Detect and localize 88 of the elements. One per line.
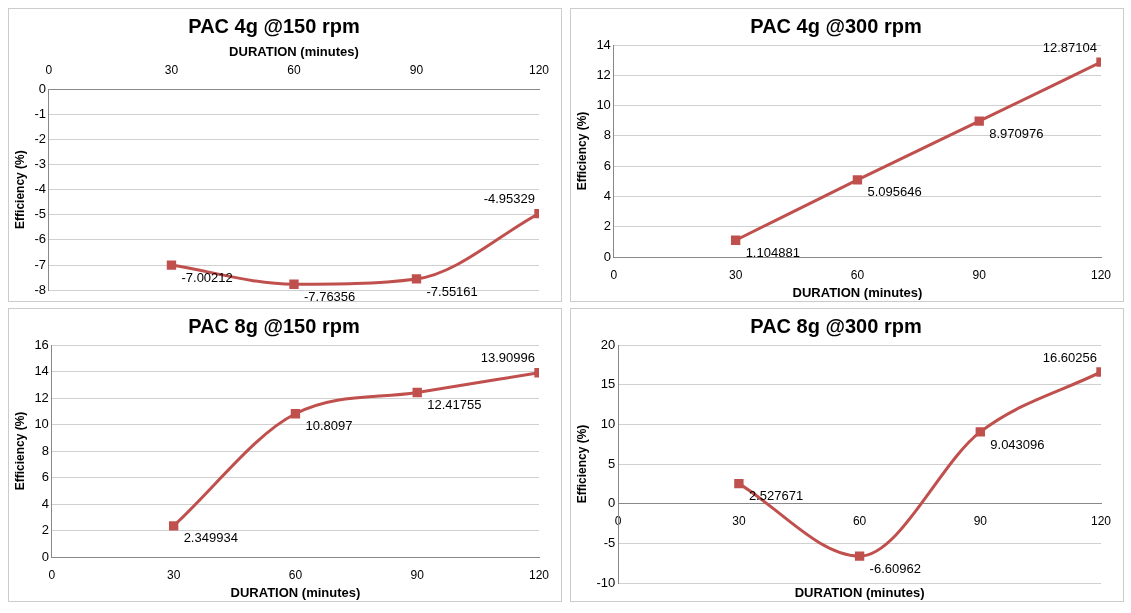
y-tick-label: -5 bbox=[34, 206, 46, 222]
data-label: 8.970976 bbox=[989, 125, 1044, 141]
y-tick-label: 16 bbox=[34, 336, 49, 352]
y-tick-label: -3 bbox=[34, 156, 46, 172]
y-tick-label: 0 bbox=[38, 80, 46, 96]
data-label: 12.41755 bbox=[427, 397, 482, 413]
y-tick-label: 14 bbox=[596, 36, 611, 52]
y-axis-title: Efficiency (%) bbox=[574, 111, 589, 191]
data-label: 1.104881 bbox=[745, 244, 800, 260]
point bbox=[975, 427, 985, 437]
point bbox=[854, 551, 865, 561]
point bbox=[730, 235, 741, 245]
y-tick-label: -2 bbox=[34, 130, 46, 146]
y-tick-label: 6 bbox=[41, 469, 49, 485]
x-tick-label: 120 bbox=[1090, 514, 1112, 529]
y-tick-label: 20 bbox=[600, 336, 616, 352]
y-tick-label: 4 bbox=[603, 188, 611, 204]
x-tick-label: 90 bbox=[409, 63, 424, 78]
chart-title: PAC 8g @300 rpm bbox=[750, 314, 922, 337]
x-tick-label: 90 bbox=[972, 267, 987, 282]
x-tick-label: 90 bbox=[410, 567, 425, 582]
point bbox=[412, 387, 422, 398]
x-axis-title: DURATION (minutes) bbox=[229, 44, 359, 60]
chart-title: PAC 8g @150 rpm bbox=[188, 314, 360, 337]
point bbox=[166, 260, 177, 270]
chart-title: PAC 4g @150 rpm bbox=[188, 14, 360, 37]
x-tick-label: 60 bbox=[287, 63, 301, 78]
data-label: 13.90996 bbox=[480, 350, 536, 366]
y-tick-label: 5 bbox=[607, 455, 616, 471]
point bbox=[289, 279, 299, 289]
y-tick-label: 0 bbox=[603, 248, 611, 264]
data-label: 16.60256 bbox=[1042, 349, 1098, 365]
y-tick-label: -10 bbox=[596, 574, 616, 590]
x-tick-label: 30 bbox=[728, 267, 743, 282]
x-tick-label: 30 bbox=[166, 567, 181, 582]
data-label: -7.55161 bbox=[426, 283, 478, 299]
y-tick-label: 10 bbox=[600, 415, 616, 431]
x-axis-title: DURATION (minutes) bbox=[230, 584, 361, 600]
y-tick-label: 12 bbox=[34, 389, 49, 405]
y-axis-title: Efficiency (%) bbox=[12, 150, 27, 229]
y-tick-label: 4 bbox=[41, 495, 49, 511]
point bbox=[411, 274, 422, 284]
data-label: 12.87104 bbox=[1042, 39, 1098, 55]
x-tick-label: 30 bbox=[164, 63, 179, 78]
x-tick-label: 60 bbox=[850, 267, 865, 282]
y-tick-label: 6 bbox=[603, 157, 611, 173]
data-label: 9.043096 bbox=[990, 436, 1045, 452]
chart-title: PAC 4g @300 rpm bbox=[750, 14, 922, 37]
y-tick-label: 15 bbox=[600, 376, 616, 392]
x-axis-title: DURATION (minutes) bbox=[792, 284, 923, 300]
y-tick-label: 12 bbox=[596, 66, 611, 82]
x-tick-label: 120 bbox=[528, 567, 550, 582]
y-tick-label: 8 bbox=[41, 442, 49, 458]
y-axis-title: Efficiency (%) bbox=[574, 424, 589, 504]
y-tick-label: -1 bbox=[34, 105, 46, 121]
y-tick-label: 2 bbox=[603, 218, 611, 234]
x-tick-label: 60 bbox=[288, 567, 303, 582]
data-label: -7.76356 bbox=[303, 288, 356, 304]
data-label: -7.00212 bbox=[181, 269, 233, 285]
x-tick-label: 30 bbox=[732, 514, 746, 529]
data-label: 10.8097 bbox=[305, 418, 353, 434]
point bbox=[852, 175, 863, 185]
data-label: -4.95329 bbox=[483, 191, 536, 207]
y-tick-label: 14 bbox=[34, 363, 49, 379]
y-tick-label: 0 bbox=[41, 548, 49, 564]
y-axis-title: Efficiency (%) bbox=[12, 411, 27, 491]
data-label: 2.349934 bbox=[183, 530, 238, 546]
y-tick-label: -6 bbox=[34, 231, 46, 247]
x-tick-label: 60 bbox=[852, 514, 867, 529]
y-tick-label: -4 bbox=[34, 181, 46, 197]
y-tick-label: -7 bbox=[34, 256, 46, 272]
point bbox=[734, 478, 744, 489]
x-tick-label: 120 bbox=[1090, 267, 1112, 282]
x-tick-label: 120 bbox=[528, 63, 550, 78]
x-tick-label: 90 bbox=[973, 514, 988, 529]
x-axis-title: DURATION (minutes) bbox=[794, 585, 925, 601]
y-tick-label: 10 bbox=[596, 97, 611, 113]
y-tick-label: 2 bbox=[41, 522, 49, 538]
point bbox=[974, 116, 984, 126]
data-label: -6.60962 bbox=[869, 560, 921, 576]
y-tick-label: 10 bbox=[34, 416, 49, 432]
y-tick-label: 0 bbox=[607, 495, 616, 511]
data-label: 5.095646 bbox=[867, 184, 922, 200]
point bbox=[290, 409, 301, 419]
y-tick-label: -8 bbox=[34, 281, 46, 297]
y-tick-label: 8 bbox=[603, 127, 611, 143]
y-tick-label: -5 bbox=[603, 534, 616, 550]
point bbox=[168, 521, 179, 531]
